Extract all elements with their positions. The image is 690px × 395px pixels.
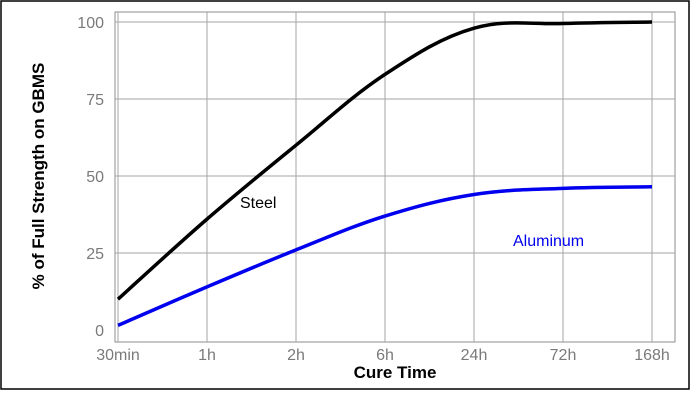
y-tick-label: 75: [86, 92, 104, 109]
y-tick-label: 0: [95, 323, 104, 340]
y-axis-title: % of Full Strength on GBMS: [29, 63, 48, 290]
plot-area: [114, 11, 676, 343]
x-tick-label: 2h: [287, 347, 305, 364]
x-tick-label: 168h: [634, 347, 670, 364]
tick-labels: 0 25 50 75 100 30min 1h 2h 6h 24h 72h 168h: [77, 15, 670, 364]
series-lines: [116, 20, 653, 327]
x-axis-title: Cure Time: [354, 363, 437, 382]
x-tick-label: 1h: [198, 347, 216, 364]
x-tick-label: 30min: [96, 347, 140, 364]
steel-line: [116, 20, 653, 301]
y-tick-label: 50: [86, 169, 104, 186]
steel-series-label: Steel: [240, 195, 276, 212]
x-tick-label: 72h: [550, 347, 577, 364]
x-tick-label: 6h: [376, 347, 394, 364]
aluminum-series-label: Aluminum: [513, 233, 584, 250]
aluminum-line: [117, 185, 653, 327]
y-tick-label: 25: [86, 246, 104, 263]
x-tick-label: 24h: [461, 347, 488, 364]
y-tick-label: 100: [77, 15, 104, 32]
